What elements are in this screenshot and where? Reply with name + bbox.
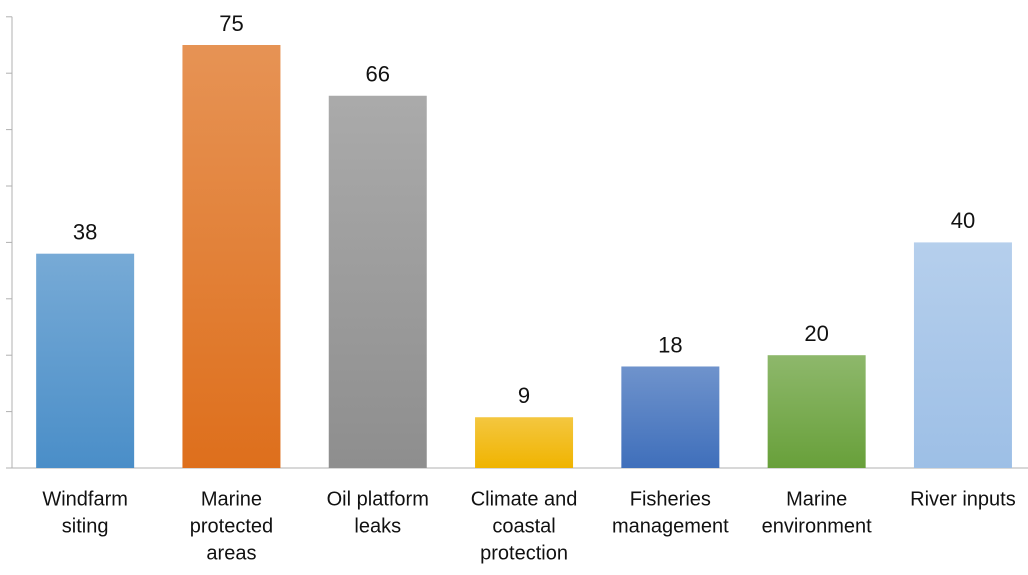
- bar: [767, 355, 866, 468]
- bar: [36, 253, 135, 468]
- x-tick-label: coastal: [492, 515, 555, 537]
- bar: [913, 242, 1012, 468]
- x-tick-label: management: [612, 515, 729, 537]
- x-tick-label: areas: [206, 542, 256, 564]
- x-tick-label: leaks: [354, 515, 401, 537]
- bar: [621, 366, 720, 468]
- bar: [182, 45, 281, 468]
- x-tick-label: Oil platform: [327, 488, 429, 510]
- x-tick-label: Marine: [201, 488, 262, 510]
- x-tick-label: River inputs: [910, 488, 1016, 510]
- bar: [475, 417, 574, 468]
- data-label: 18: [658, 332, 682, 357]
- bar: [328, 95, 427, 468]
- x-tick-label: Climate and: [471, 488, 578, 510]
- data-label: 75: [219, 11, 243, 36]
- x-tick-label: Marine: [786, 488, 847, 510]
- data-label: 66: [366, 62, 390, 87]
- x-tick-label: environment: [762, 515, 873, 537]
- data-label: 38: [73, 219, 97, 244]
- data-label: 40: [951, 208, 975, 233]
- data-label: 9: [518, 383, 530, 408]
- data-label: 20: [804, 321, 828, 346]
- x-tick-label: protection: [480, 542, 568, 564]
- x-tick-label: protected: [190, 515, 273, 537]
- x-tick-label: siting: [62, 515, 109, 537]
- x-tick-label: Windfarm: [42, 488, 128, 510]
- x-tick-label: Fisheries: [630, 488, 711, 510]
